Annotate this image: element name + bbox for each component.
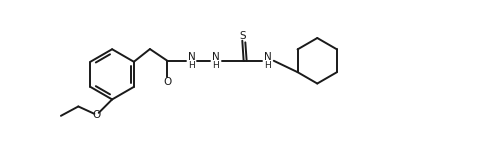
Text: S: S	[239, 31, 246, 41]
Text: N: N	[187, 52, 195, 62]
Text: N: N	[264, 52, 272, 62]
Text: H: H	[188, 61, 195, 70]
Text: O: O	[163, 77, 171, 87]
Text: H: H	[264, 61, 271, 70]
Text: O: O	[92, 110, 101, 120]
Text: N: N	[212, 52, 220, 62]
Text: H: H	[213, 61, 219, 70]
